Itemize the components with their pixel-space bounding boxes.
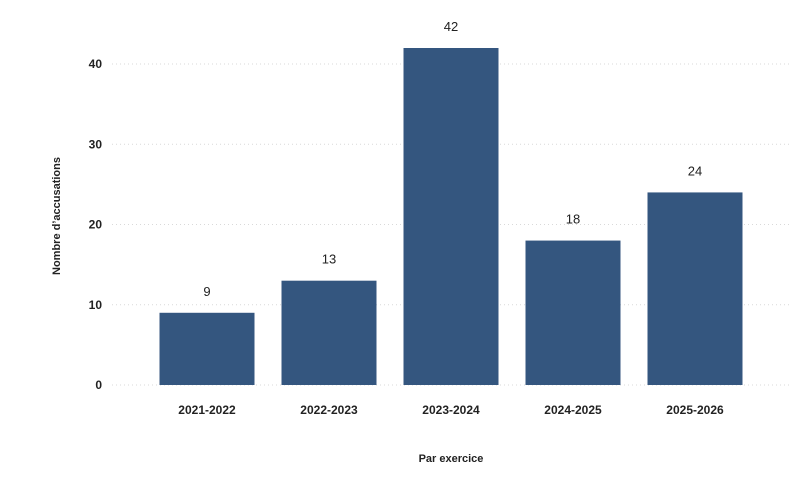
x-tick-label-2024-2025: 2024-2025 xyxy=(544,403,602,417)
y-tick-label: 20 xyxy=(89,218,103,232)
x-axis-title: Par exercice xyxy=(419,453,484,465)
x-tick-label-2023-2024: 2023-2024 xyxy=(422,403,480,417)
data-label-2022-2023: 13 xyxy=(322,252,336,267)
x-tick-label-2021-2022: 2021-2022 xyxy=(178,403,236,417)
data-label-2023-2024: 42 xyxy=(444,19,458,34)
y-axis-title: Nombre d’accusations xyxy=(51,157,63,275)
y-axis-ticks: 0 10 20 30 40 xyxy=(89,57,103,392)
bars xyxy=(159,48,743,385)
y-tick-label: 10 xyxy=(89,298,103,312)
x-axis-ticks: 2021-2022 2022-2023 2023-2024 2024-2025 2025… xyxy=(178,403,724,417)
data-label-2025-2026: 24 xyxy=(688,163,702,178)
bar-2024-2025 xyxy=(525,240,621,385)
data-labels: 9 13 42 18 24 xyxy=(203,19,702,299)
bar-2022-2023 xyxy=(281,280,377,385)
x-tick-label-2025-2026: 2025-2026 xyxy=(666,403,724,417)
x-tick-label-2022-2023: 2022-2023 xyxy=(300,403,358,417)
bar-2025-2026 xyxy=(647,192,743,385)
bar-2023-2024 xyxy=(403,48,499,385)
data-label-2024-2025: 18 xyxy=(566,212,580,227)
y-tick-label: 0 xyxy=(95,378,102,392)
data-label-2021-2022: 9 xyxy=(203,284,210,299)
y-tick-label: 30 xyxy=(89,137,103,151)
bar-2021-2022 xyxy=(159,312,255,385)
y-tick-label: 40 xyxy=(89,57,103,71)
